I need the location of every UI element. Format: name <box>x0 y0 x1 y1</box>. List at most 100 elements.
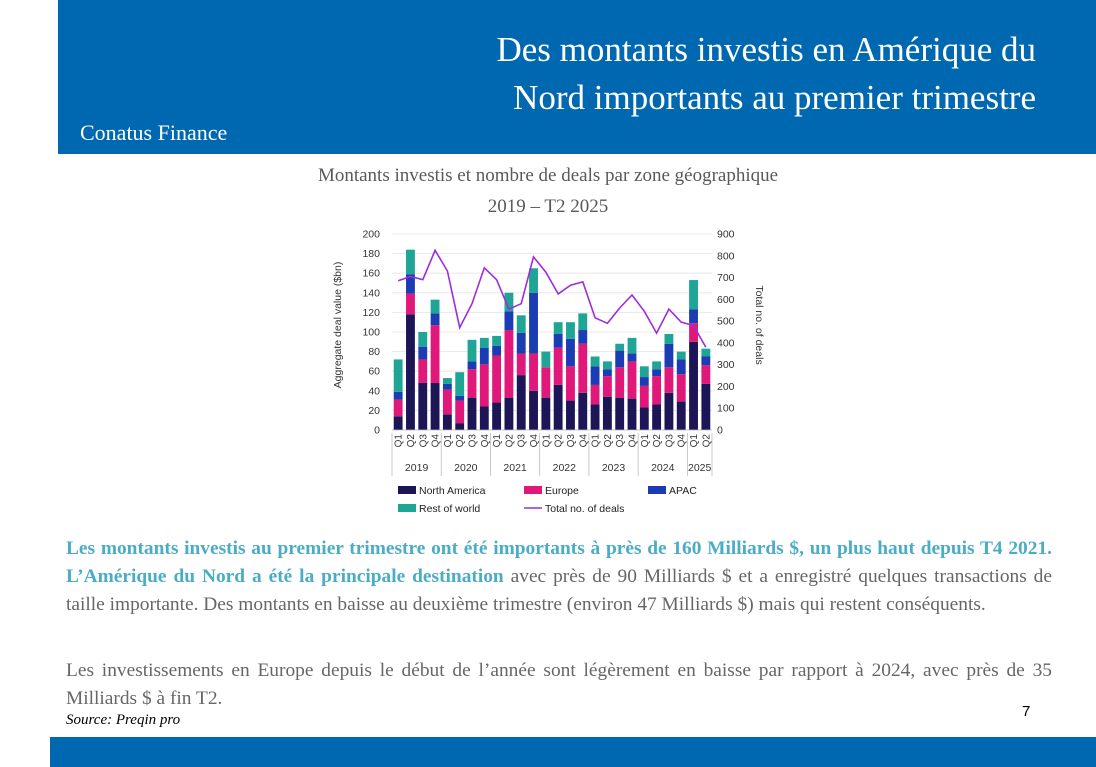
bar-segment <box>516 315 526 333</box>
bar-segment <box>553 384 563 430</box>
x-tick-label: Q1 <box>591 434 602 448</box>
bar-segment <box>615 397 625 430</box>
x-tick-label: Q4 <box>628 434 639 448</box>
bar-segment <box>639 377 649 386</box>
bar-segment <box>652 369 662 377</box>
bar-segment <box>479 347 489 365</box>
x-tick-label: Q2 <box>554 434 565 448</box>
bar-segment <box>455 423 465 430</box>
chart-gridlines <box>392 233 712 431</box>
slide-title: Des montants investis en Amérique du Nor… <box>336 26 1036 122</box>
company-name: Conatus Finance <box>80 120 228 145</box>
bar-segment <box>590 404 600 430</box>
x-tick-label: Q1 <box>492 434 503 448</box>
year-label: 2022 <box>553 462 577 474</box>
paragraph-1-rest: avec près de 90 Milliards $ et a enregis… <box>66 566 1052 615</box>
bar-segment <box>652 376 662 405</box>
bar-segment <box>516 332 526 354</box>
bar-segment <box>479 364 489 407</box>
bar-segment <box>627 398 637 430</box>
bar-segment <box>442 383 452 390</box>
year-label: 2025 <box>688 462 712 474</box>
bar-segment <box>541 367 551 398</box>
y-tick-label-right: 700 <box>717 272 735 284</box>
bar-segment <box>676 351 686 360</box>
y-tick-label-right: 200 <box>717 381 735 393</box>
bar-segment <box>602 361 612 370</box>
bar-segment <box>430 299 440 314</box>
bar-segment <box>627 353 637 362</box>
bar-segment <box>529 268 538 293</box>
bar-segment <box>553 333 563 348</box>
bar-segment <box>467 339 477 362</box>
bar-segment <box>406 249 415 275</box>
chart-bars <box>393 249 711 430</box>
paragraph-1: Les montants investis au premier trimest… <box>66 535 1052 619</box>
x-tick-label: Q4 <box>529 434 540 448</box>
bar-segment <box>566 322 575 339</box>
bar-segment <box>664 392 674 430</box>
x-tick-label: Q1 <box>394 434 405 448</box>
x-tick-label: Q4 <box>677 434 688 448</box>
bar-segment <box>664 367 674 393</box>
bar-segment <box>430 325 440 383</box>
x-tick-label: Q2 <box>701 434 712 448</box>
bar-segment <box>442 414 452 430</box>
x-tick-label: Q4 <box>480 434 491 448</box>
bar-segment <box>701 356 711 366</box>
header-band: Des montants investis en Amérique du Nor… <box>58 0 1096 154</box>
y-axis-right-label: Total no. of deals <box>753 285 765 364</box>
x-tick-label: Q1 <box>541 434 552 448</box>
bar-segment <box>541 397 551 430</box>
y-tick-label-right: 900 <box>717 229 735 241</box>
bar-segment <box>602 369 612 377</box>
x-tick-label: Q3 <box>615 434 626 448</box>
y-tick-label-left: 200 <box>362 229 380 241</box>
bar-segment <box>689 309 698 324</box>
bar-segment <box>578 330 588 344</box>
chart-title: Montants investis et nombre de deals par… <box>317 165 779 186</box>
bar-segment <box>578 392 588 430</box>
bar-segment <box>393 391 403 400</box>
bar-segment <box>504 311 514 331</box>
bar-segment <box>442 389 452 415</box>
x-tick-label: Q1 <box>640 434 651 448</box>
bar-segment <box>492 355 502 403</box>
bar-segment <box>467 369 477 398</box>
bar-segment <box>590 384 600 405</box>
bar-segment <box>504 330 514 398</box>
legend-label: Europe <box>545 485 579 497</box>
legend-label: Rest of world <box>419 503 480 515</box>
bar-segment <box>664 343 674 368</box>
x-tick-label: Q2 <box>603 434 614 448</box>
y-tick-label-left: 160 <box>362 268 380 280</box>
bar-segment <box>467 397 477 430</box>
x-tick-label: Q3 <box>468 434 479 448</box>
x-tick-label: Q3 <box>664 434 675 448</box>
bar-segment <box>615 367 625 398</box>
bar-segment <box>590 356 600 367</box>
paragraph-1-highlight: Les montants investis au premier trimest… <box>66 538 1052 587</box>
bar-segment <box>664 333 674 344</box>
x-tick-label: Q1 <box>689 434 700 448</box>
y-tick-label-left: 80 <box>368 346 380 358</box>
bar-segment <box>504 397 514 430</box>
bar-segment <box>430 382 440 430</box>
bar-segment <box>492 402 502 430</box>
bar-segment <box>701 348 711 357</box>
y-tick-label-right: 600 <box>717 294 735 306</box>
bar-segment <box>406 274 415 294</box>
bar-segment <box>566 400 575 430</box>
bar-segment <box>504 292 514 312</box>
x-tick-label: Q4 <box>578 434 589 448</box>
bar-segment <box>393 399 403 417</box>
year-label: 2021 <box>503 462 527 474</box>
bar-segment <box>418 346 428 360</box>
y-tick-label-left: 60 <box>368 366 380 378</box>
y-tick-label-right: 0 <box>717 425 723 437</box>
bar-segment <box>553 347 563 385</box>
y-tick-label-right: 100 <box>717 403 735 415</box>
year-label: 2019 <box>405 462 429 474</box>
y-tick-label-left: 100 <box>362 327 380 339</box>
